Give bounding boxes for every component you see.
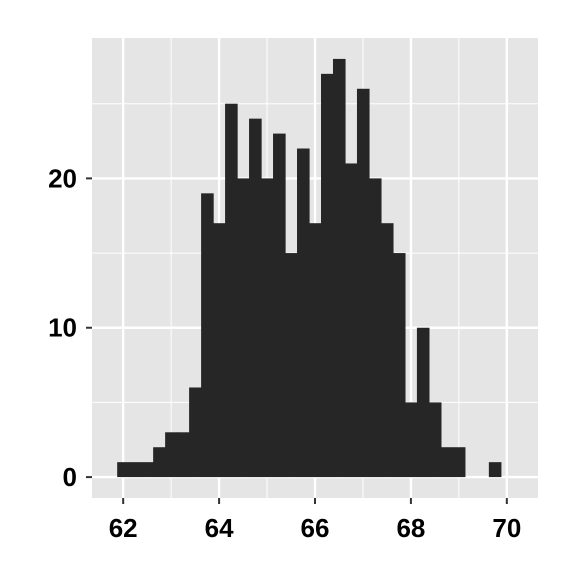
- x-tick-label: 64: [205, 513, 234, 543]
- histogram-bar: [261, 178, 274, 478]
- histogram-bar: [320, 73, 334, 478]
- histogram-bar: [452, 447, 466, 478]
- histogram-bar: [165, 432, 178, 478]
- y-tick-label: 0: [63, 462, 77, 492]
- histogram-bar: [285, 253, 298, 478]
- y-tick-label: 20: [48, 163, 77, 193]
- histogram-bar: [117, 462, 130, 478]
- histogram-bar: [356, 88, 370, 478]
- histogram-bar: [189, 387, 202, 478]
- histogram-bars: [117, 58, 502, 478]
- histogram-bar: [344, 163, 358, 478]
- histogram-bar: [153, 447, 166, 478]
- histogram-bar: [332, 58, 346, 478]
- histogram-bar: [309, 223, 322, 478]
- histogram-bar: [213, 223, 226, 478]
- histogram-bar: [237, 178, 250, 478]
- histogram-bar: [428, 402, 442, 478]
- histogram-bar: [201, 193, 214, 478]
- histogram-bar: [297, 148, 310, 478]
- x-tick-label: 68: [396, 513, 425, 543]
- x-axis: 62 64 66 68 70: [109, 498, 521, 543]
- histogram-bar: [380, 223, 394, 478]
- histogram-bar: [440, 447, 454, 478]
- y-tick-label: 10: [48, 313, 77, 343]
- histogram-bar: [368, 178, 382, 478]
- histogram-bar: [488, 462, 502, 478]
- histogram-bar: [249, 118, 262, 478]
- y-axis: 0 10 20: [48, 163, 92, 492]
- histogram-bar: [225, 103, 238, 478]
- histogram-bar: [392, 253, 406, 478]
- x-tick-label: 62: [109, 513, 138, 543]
- histogram-bar: [404, 402, 418, 478]
- histogram-bar: [273, 133, 286, 478]
- histogram-bar: [416, 327, 430, 478]
- histogram-bar: [129, 462, 142, 478]
- x-tick-label: 70: [492, 513, 521, 543]
- x-tick-label: 66: [301, 513, 330, 543]
- histogram-bar: [141, 462, 154, 478]
- histogram-bar: [177, 432, 190, 478]
